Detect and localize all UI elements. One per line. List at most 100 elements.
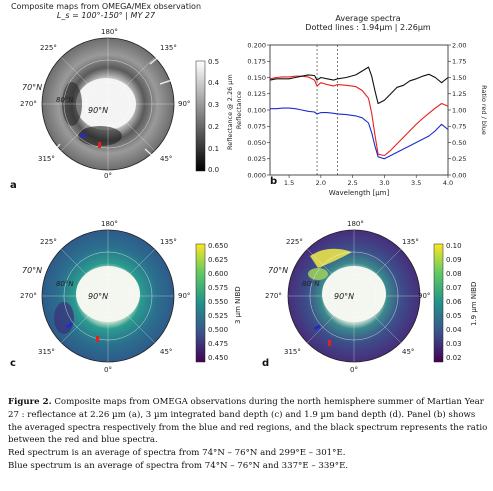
cb-c-tick: 0.625 — [208, 256, 229, 264]
blue-region-marker-c — [65, 322, 73, 329]
lat-label-c-center: 90°N — [88, 292, 109, 301]
x-axis-label: Wavelength [µm] — [329, 189, 390, 197]
y-right-axis-label: Ratio red / blue — [480, 85, 488, 135]
y-tick-label: 0.100 — [247, 106, 266, 114]
y-tick-label: 0.075 — [247, 123, 266, 131]
panel-a-title: Composite maps from OMEGA/MEx observatio… — [6, 2, 206, 20]
lat-label-d-outer: 70°N — [268, 266, 289, 275]
panel-b-letter: b — [270, 176, 278, 187]
cb-a-tick: 0.4 — [208, 79, 220, 87]
cb-d-tick: 0.09 — [446, 256, 462, 264]
lon-label-d-bottom: 0° — [350, 366, 358, 374]
y-right-tick-label: 2.00 — [452, 41, 466, 49]
panel-c-letter: c — [10, 358, 16, 369]
lon-label-a-bottom: 0° — [104, 172, 112, 180]
cb-d-tick: 0.04 — [446, 326, 462, 334]
y-tick-label: 0.200 — [247, 41, 266, 49]
lon-label-c-br: 45° — [160, 348, 173, 356]
panel-c-map — [41, 229, 206, 363]
lon-label-c-bottom: 0° — [104, 366, 112, 374]
y-tick-label: 0.050 — [247, 139, 266, 147]
y-right-tick-label: 0.50 — [452, 139, 466, 147]
panel-a-title-line2: L_s = 100°-150° | MY 27 — [56, 11, 156, 20]
lon-label-a-tr: 135° — [160, 44, 177, 52]
cb-c-tick: 0.650 — [208, 242, 229, 250]
colorbar-d — [433, 243, 444, 363]
cb-d-tick: 0.10 — [446, 242, 462, 250]
red-region-marker-a — [98, 142, 101, 148]
colorbar-c — [195, 243, 206, 363]
lon-label-c-tl: 225° — [40, 238, 57, 246]
cb-a-tick: 0.0 — [208, 166, 220, 174]
colorbar-c-ticks: 0.650 0.625 0.600 0.575 0.550 0.525 0.50… — [208, 242, 232, 362]
x-tick-label: 3.5 — [411, 179, 421, 187]
blue-spectrum-line — [270, 107, 449, 160]
cb-c-tick: 0.575 — [208, 284, 229, 292]
y-tick-label: 0.125 — [247, 90, 266, 98]
lon-label-c-bl: 315° — [38, 348, 55, 356]
colorbar-a — [195, 60, 206, 172]
lon-label-c-right: 90° — [178, 292, 191, 300]
blue-region-marker-a — [79, 132, 87, 139]
y-axis-label: Reflectance — [235, 91, 243, 129]
y-tick-label: 0.175 — [247, 58, 266, 66]
colorbar-d-ticks: 0.10 0.09 0.08 0.07 0.06 0.05 0.04 0.03 … — [446, 242, 470, 362]
y-tick-label: 0.150 — [247, 74, 266, 82]
lat-label-c-mid: 80°N — [56, 280, 74, 288]
cb-d-tick: 0.05 — [446, 312, 462, 320]
x-tick-label: 1.5 — [284, 179, 294, 187]
cb-a-tick: 0.5 — [208, 58, 220, 66]
lon-label-c-top: 180° — [101, 220, 118, 228]
cb-d-tick: 0.08 — [446, 270, 462, 278]
cb-d-tick: 0.03 — [446, 340, 462, 348]
lon-label-a-bl: 315° — [38, 155, 55, 163]
lon-label-a-right: 90° — [178, 100, 191, 108]
colorbar-a-ticks: 0.5 0.4 0.3 0.2 0.1 0.0 — [208, 58, 228, 178]
panel-b-title-line2: Dotted lines : 1.94µm | 2.26µm — [305, 23, 431, 32]
panel-a-letter: a — [10, 180, 17, 191]
colorbar-d-label: 1.9 µm NIBD — [470, 281, 478, 326]
cb-a-tick: 0.1 — [208, 145, 220, 153]
caption-text: Composite maps from OMEGA observations d… — [8, 397, 488, 446]
red-region-marker-c — [96, 336, 99, 342]
lon-label-d-left: 270° — [265, 292, 282, 300]
x-tick-label: 2.5 — [347, 179, 357, 187]
cb-d-tick: 0.07 — [446, 284, 462, 292]
y-tick-label: 0.000 — [247, 171, 266, 179]
lat-label-a-outer: 70°N — [22, 83, 43, 92]
cb-c-tick: 0.550 — [208, 298, 229, 306]
colorbar-c-label: 3 µm NIBD — [234, 286, 242, 324]
spectra-chart: 0.000 0.025 0.050 0.075 0.100 0.125 0.150 0.175… — [235, 41, 488, 197]
cb-a-tick: 0.3 — [208, 101, 220, 109]
cb-c-tick: 0.525 — [208, 312, 229, 320]
cb-c-tick: 0.475 — [208, 340, 229, 348]
x-tick-label: 2.0 — [316, 179, 326, 187]
panel-d-map — [287, 229, 444, 363]
panel-a-map — [41, 37, 206, 172]
cb-c-tick: 0.600 — [208, 270, 229, 278]
lat-label-a-mid: 80°N — [56, 96, 74, 104]
lat-label-d-mid: 80°N — [302, 280, 320, 288]
y-tick-label: 0.025 — [247, 155, 266, 163]
cb-c-tick: 0.450 — [208, 354, 229, 362]
red-spectrum-line — [269, 75, 449, 157]
y-right-tick-label: 0.00 — [452, 171, 466, 179]
y-right-tick-label: 1.00 — [452, 106, 466, 114]
caption-label: Figure 2. — [8, 397, 52, 407]
lat-label-d-center: 90°N — [334, 292, 355, 301]
y-right-tick-label: 1.75 — [452, 58, 466, 66]
lon-label-a-br: 45° — [160, 155, 173, 163]
figure-caption: Figure 2. Composite maps from OMEGA obse… — [8, 396, 488, 473]
lon-label-a-left: 270° — [20, 100, 37, 108]
caption-main: Figure 2. Composite maps from OMEGA obse… — [8, 396, 488, 447]
cb-c-tick: 0.500 — [208, 326, 229, 334]
lon-label-d-right: 90° — [418, 292, 431, 300]
lat-label-c-outer: 70°N — [22, 266, 43, 275]
x-tick-label: 3.0 — [379, 179, 389, 187]
lon-label-a-top: 180° — [101, 28, 118, 36]
blue-region-marker-d — [313, 324, 321, 331]
panel-a-title-line1: Composite maps from OMEGA/MEx observatio… — [10, 2, 202, 11]
plot-frame — [269, 44, 449, 176]
lat-label-a-center: 90°N — [88, 106, 109, 115]
black-spectrum-line — [269, 66, 449, 105]
